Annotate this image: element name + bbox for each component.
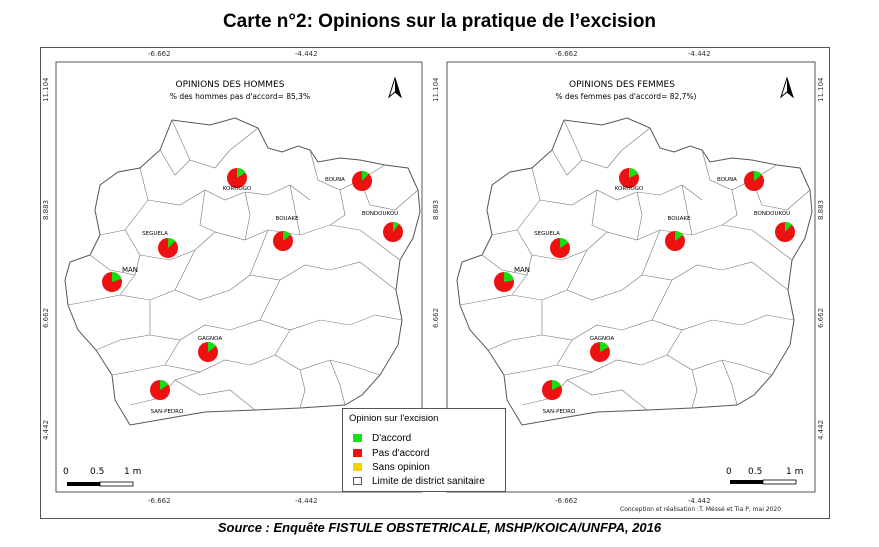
lon-label-bottom-right-2: -4.442 — [688, 497, 711, 505]
map-panel-femmes: OPINIONS DES FEMMES % des femmes pas d'a… — [446, 61, 816, 493]
pie-group-femmes: KORHOGO BOUNA SEGUELA BOUAKE BONDOUKOU MAN GAG… — [494, 168, 795, 415]
scale-label-zero: 0 — [726, 467, 732, 477]
city-label: SEGUELA — [534, 231, 560, 237]
legend-label-accord: D'accord — [372, 432, 412, 444]
country-outline-hommes — [64, 117, 421, 426]
city-label: BOUAKE — [668, 216, 691, 222]
city-label: GAGNOA — [198, 336, 223, 342]
city-label: KORHOGO — [615, 186, 644, 192]
city-label: SEGUELA — [142, 231, 168, 237]
scale-label-end: 1 m — [124, 467, 141, 477]
legend-swatch-accord — [353, 434, 362, 442]
city-label: SAN-PEDRO — [543, 409, 576, 415]
map-subtitle-hommes: % des hommes pas d'accord= 85,3% — [170, 92, 310, 101]
map-subtitle-femmes: % des femmes pas d'accord= 82,7%) — [556, 92, 697, 101]
legend-item-pas-accord: Pas d'accord — [353, 447, 430, 459]
city-label: MAN — [122, 266, 138, 274]
scale-label-zero: 0 — [63, 467, 69, 477]
pie-slice-accord — [393, 222, 399, 232]
pie-slice-accord — [504, 272, 514, 282]
legend-title: Opinion sur l'excision — [349, 413, 439, 424]
lon-label-top-right-1: -6.662 — [555, 50, 578, 58]
legend-label-pas-accord: Pas d'accord — [372, 447, 430, 459]
scale-bar-hommes: 0 0.5 1 m — [63, 467, 141, 487]
lon-label-bottom-right-1: -6.662 — [555, 497, 578, 505]
north-arrow-icon — [780, 76, 794, 99]
pie-slice-accord — [785, 222, 792, 232]
city-label: BOUAKE — [276, 216, 299, 222]
scale-label-mid: 0.5 — [90, 467, 104, 477]
map-panel-hommes: OPINIONS DES HOMMES % des hommes pas d'a… — [55, 61, 423, 493]
pie-slice-accord — [600, 342, 609, 352]
city-label: GAGNOA — [590, 336, 615, 342]
maps-frame — [40, 47, 830, 519]
lon-label-top-left-2: -4.442 — [295, 50, 318, 58]
legend-swatch-pas-accord — [353, 449, 362, 457]
pie-slice-accord — [168, 238, 176, 248]
map-legend: Opinion sur l'excision D'accord Pas d'ac… — [342, 408, 506, 492]
lon-label-bottom-left-1: -6.662 — [148, 497, 171, 505]
pie-group-hommes: KORHOGO BOUNA SEGUELA BOUAKE BONDOUKOU MAN GAG… — [102, 168, 403, 415]
city-label: BONDOUKOU — [362, 211, 398, 217]
lon-label-top-left-1: -6.662 — [148, 50, 171, 58]
legend-label-district-limit: Limite de district sanitaire — [372, 475, 485, 487]
legend-item-sans-opinion: Sans opinion — [353, 461, 430, 473]
scale-bar-femmes: 0 0.5 1 m — [726, 467, 803, 485]
country-outline-femmes — [456, 117, 813, 426]
city-label: KORHOGO — [223, 186, 252, 192]
legend-swatch-district-limit — [353, 477, 362, 485]
pie-slice-accord — [560, 238, 569, 248]
pie-slice-accord — [237, 168, 246, 178]
pie-slice-accord — [160, 380, 169, 390]
legend-item-accord: D'accord — [353, 432, 411, 444]
city-label: MAN — [514, 266, 530, 274]
scale-label-end: 1 m — [786, 467, 803, 477]
legend-label-sans-opinion: Sans opinion — [372, 461, 430, 473]
page-title: Carte n°2: Opinions sur la pratique de l… — [222, 11, 657, 32]
pie-slice-accord — [629, 168, 639, 178]
scale-label-mid: 0.5 — [748, 467, 762, 477]
map-title-hommes: OPINIONS DES HOMMES — [176, 80, 285, 90]
city-label: BOUNA — [717, 177, 737, 183]
lon-label-bottom-left-2: -4.442 — [295, 497, 318, 505]
legend-swatch-sans-opinion — [353, 463, 362, 471]
map-title-femmes: OPINIONS DES FEMMES — [569, 80, 675, 90]
city-label: SAN-PEDRO — [151, 409, 184, 415]
legend-item-district-limit: Limite de district sanitaire — [353, 475, 485, 487]
city-label: BOUNA — [325, 177, 345, 183]
pie-slice-accord — [362, 171, 369, 181]
pie-slice-accord — [283, 231, 291, 241]
north-arrow-icon — [388, 76, 402, 99]
pie-slice-accord — [112, 272, 122, 282]
pie-slice-accord — [675, 231, 684, 241]
city-label: BONDOUKOU — [754, 211, 790, 217]
lon-label-top-right-2: -4.442 — [688, 50, 711, 58]
pie-slice-accord — [754, 171, 762, 181]
source-note: Source : Enquête FISTULE OBSTETRICALE, M… — [217, 520, 662, 535]
pie-slice-accord — [552, 380, 562, 390]
credit-text: Conception et réalisation :T. Méssé et T… — [620, 506, 782, 513]
pie-slice-accord — [208, 342, 217, 352]
